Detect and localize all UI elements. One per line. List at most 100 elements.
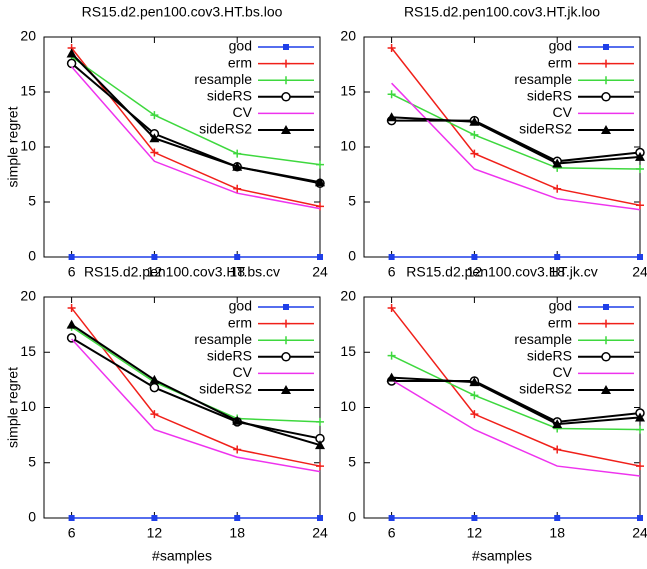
point (469, 377, 480, 387)
plot-frame (363, 296, 641, 519)
legend-label: resample (194, 331, 252, 347)
series-line (70, 52, 321, 184)
series-line (391, 93, 641, 170)
point (68, 254, 75, 260)
y-tick-label: 10 (20, 138, 36, 154)
y-axis-label: simple regret (5, 106, 21, 187)
series-line (71, 337, 321, 440)
plot-frame (43, 296, 321, 519)
x-tick-label: 24 (312, 264, 328, 280)
point (68, 515, 75, 521)
point (386, 372, 397, 382)
point (602, 76, 610, 85)
series-line (391, 379, 641, 477)
point (554, 254, 561, 260)
x-tick-label: 6 (388, 525, 396, 541)
point (552, 158, 563, 168)
y-tick-label: 20 (20, 288, 36, 304)
legend-label: CV (233, 104, 253, 120)
x-tick-label: 18 (229, 525, 245, 541)
legend-label: sideRS (207, 348, 252, 364)
point (66, 58, 77, 69)
point (601, 92, 611, 102)
x-axis-label: #samples (152, 548, 212, 564)
series-line (391, 47, 641, 207)
x-tick-label: 24 (632, 264, 647, 280)
point (315, 440, 325, 450)
series-line (391, 307, 641, 467)
point (602, 59, 610, 68)
point (388, 254, 395, 260)
point (552, 419, 563, 429)
point (150, 148, 159, 157)
y-tick-label: 20 (340, 288, 356, 304)
legend-label: resample (514, 71, 572, 87)
y-tick-label: 5 (348, 453, 356, 469)
point (387, 304, 396, 313)
point (150, 111, 159, 120)
y-tick-label: 15 (340, 343, 356, 359)
point (283, 304, 289, 310)
point (554, 515, 561, 521)
plot-frame (363, 36, 641, 258)
point (233, 149, 242, 158)
chart-title: RS15.d2.pen100.cov3.HT.jk.loo (404, 4, 600, 20)
point (387, 90, 396, 99)
point (637, 515, 643, 521)
series-line (71, 56, 321, 166)
chart-title: RS15.d2.pen100.cov3.HT.jk.cv (406, 264, 597, 280)
y-tick-label: 20 (340, 28, 356, 44)
point (636, 462, 644, 471)
y-tick-label: 10 (340, 398, 356, 414)
point (316, 202, 324, 211)
x-tick-label: 6 (68, 264, 76, 280)
point (636, 201, 644, 210)
x-tick-label: 24 (632, 525, 647, 541)
y-tick-label: 5 (348, 193, 356, 209)
series-line (71, 66, 321, 210)
x-tick-label: 18 (549, 525, 565, 541)
point (636, 165, 644, 173)
y-axis-label: simple regret (5, 367, 21, 448)
point (603, 304, 609, 310)
point (601, 385, 611, 394)
y-tick-label: 20 (20, 28, 36, 44)
legend-label: sideRS2 (519, 121, 572, 137)
point (602, 319, 610, 328)
legend-label: sideRS2 (199, 381, 252, 397)
x-tick-label: 12 (467, 525, 483, 541)
y-tick-label: 0 (28, 248, 36, 264)
series-line (71, 338, 321, 473)
legend-label: sideRS (527, 88, 572, 104)
y-tick-label: 10 (20, 398, 36, 414)
point (283, 44, 289, 50)
y-tick-label: 15 (20, 83, 36, 99)
point (316, 160, 324, 169)
point (282, 319, 290, 328)
point (282, 336, 290, 345)
point (637, 254, 643, 260)
legend-label: CV (553, 104, 573, 120)
point (232, 415, 243, 425)
legend-label: sideRS2 (199, 121, 252, 137)
point (553, 445, 562, 454)
point (281, 125, 291, 134)
series-line (391, 82, 641, 211)
legend-label: god (549, 298, 572, 314)
x-tick-label: 12 (147, 525, 163, 541)
point (149, 133, 160, 143)
chart-title: RS15.d2.pen100.cov3.HT.bs.cv (84, 264, 280, 280)
series-line (391, 116, 641, 165)
point (601, 125, 611, 134)
series-line (71, 47, 321, 208)
x-tick-label: 6 (68, 525, 76, 541)
y-tick-label: 5 (28, 193, 36, 209)
legend-label: god (549, 38, 572, 54)
point (232, 161, 243, 171)
y-tick-label: 0 (28, 509, 36, 525)
series-line (71, 307, 321, 467)
point (66, 319, 77, 329)
series-line (71, 323, 321, 447)
legend-label: erm (228, 314, 252, 330)
